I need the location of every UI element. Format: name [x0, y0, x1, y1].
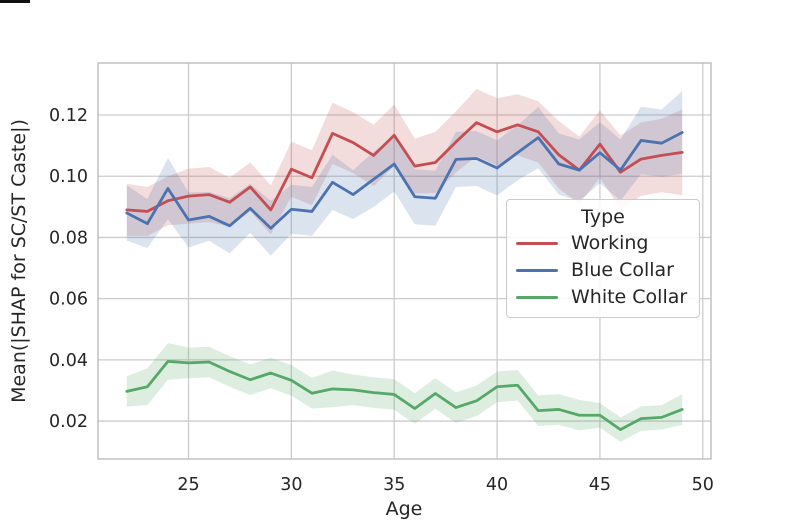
y-axis-label: Mean(|SHAP for SC/ST Caste|)	[8, 119, 30, 403]
legend-swatch-white-collar	[516, 296, 558, 299]
ci-band-working	[126, 89, 683, 236]
ci-band-blue-collar	[126, 91, 683, 256]
legend-title: Type	[581, 206, 625, 228]
x-axis-label: Age	[385, 498, 423, 520]
y-tick-label-0.02: 0.02	[49, 412, 88, 432]
x-tick-label-45: 45	[589, 475, 611, 495]
x-tick-label-30: 30	[280, 475, 302, 495]
legend: Type Working Blue Collar White Collar	[506, 199, 700, 318]
legend-swatch-blue-collar	[516, 269, 558, 272]
legend-entry-white-collar: White Collar	[507, 284, 699, 311]
legend-swatch-working	[516, 242, 558, 245]
y-tick-label-0.06: 0.06	[49, 290, 88, 310]
y-tick-label-0.04: 0.04	[49, 351, 88, 371]
series-line-working	[125, 121, 684, 213]
plot-border	[97, 62, 712, 460]
y-tick-label-0.10: 0.10	[49, 167, 88, 187]
legend-label-white-collar: White Collar	[571, 286, 688, 308]
ci-band-white-collar	[126, 343, 683, 442]
y-tick-label-0.12: 0.12	[49, 106, 88, 126]
series-line-white-collar	[125, 359, 684, 432]
x-tick-label-35: 35	[383, 475, 405, 495]
x-tick-label-50: 50	[692, 475, 714, 495]
x-tick-label-25: 25	[177, 475, 199, 495]
legend-label-working: Working	[571, 232, 649, 254]
legend-label-blue-collar: Blue Collar	[571, 259, 674, 281]
window-edge-artifact	[0, 0, 30, 3]
y-tick-label-0.08: 0.08	[49, 228, 88, 248]
series-line-blue-collar	[125, 131, 684, 230]
legend-entries: Working Blue Collar White Collar	[507, 230, 699, 311]
x-tick-label-40: 40	[486, 475, 508, 495]
legend-entry-blue-collar: Blue Collar	[507, 257, 699, 284]
legend-entry-working: Working	[507, 230, 699, 257]
